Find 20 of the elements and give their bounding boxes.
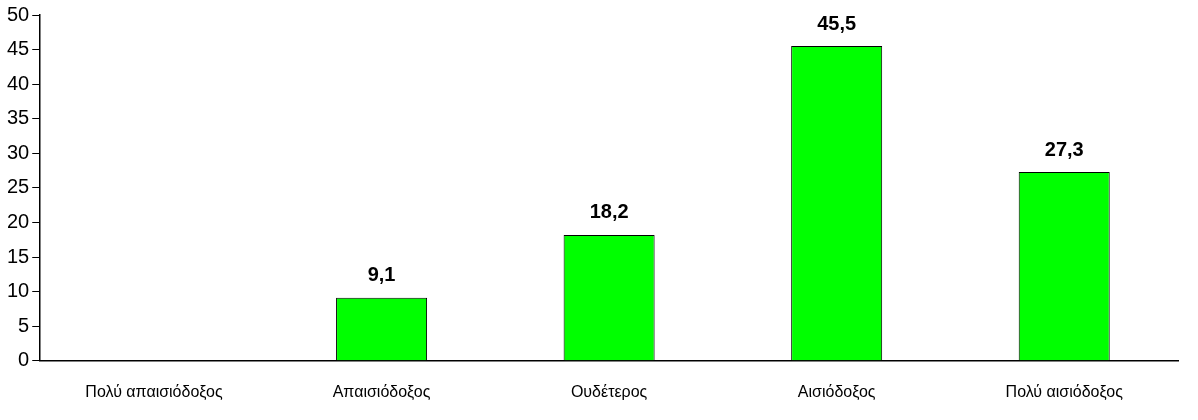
data-label: 9,1 <box>367 263 396 286</box>
y-tick-label: 5 <box>18 313 30 336</box>
data-label: 18,2 <box>589 200 629 223</box>
x-tick-label: Ουδέτερος <box>570 382 648 400</box>
y-tick-label: 15 <box>7 244 30 267</box>
y-tick-label: 30 <box>7 140 30 163</box>
y-tick-label: 25 <box>7 175 30 198</box>
y-tick-label: 45 <box>7 37 30 60</box>
y-tick-label: 10 <box>7 279 30 302</box>
y-tick-label: 50 <box>7 2 30 25</box>
y-tick-label: 0 <box>18 348 30 371</box>
y-tick-label: 20 <box>7 210 30 232</box>
data-label: 45,5 <box>817 11 857 34</box>
y-tick-label: 40 <box>7 71 30 94</box>
y-tick-label: 35 <box>7 106 30 129</box>
x-tick-label: Απαισιόδοξος <box>332 382 431 401</box>
data-label: 27,3 <box>1044 137 1084 160</box>
x-tick-label: Πολύ απαισιόδοξος <box>85 382 223 401</box>
x-tick-label: Αισιόδοξος <box>797 382 876 401</box>
x-tick-label: Πολύ αισιόδοξος <box>1005 382 1124 401</box>
